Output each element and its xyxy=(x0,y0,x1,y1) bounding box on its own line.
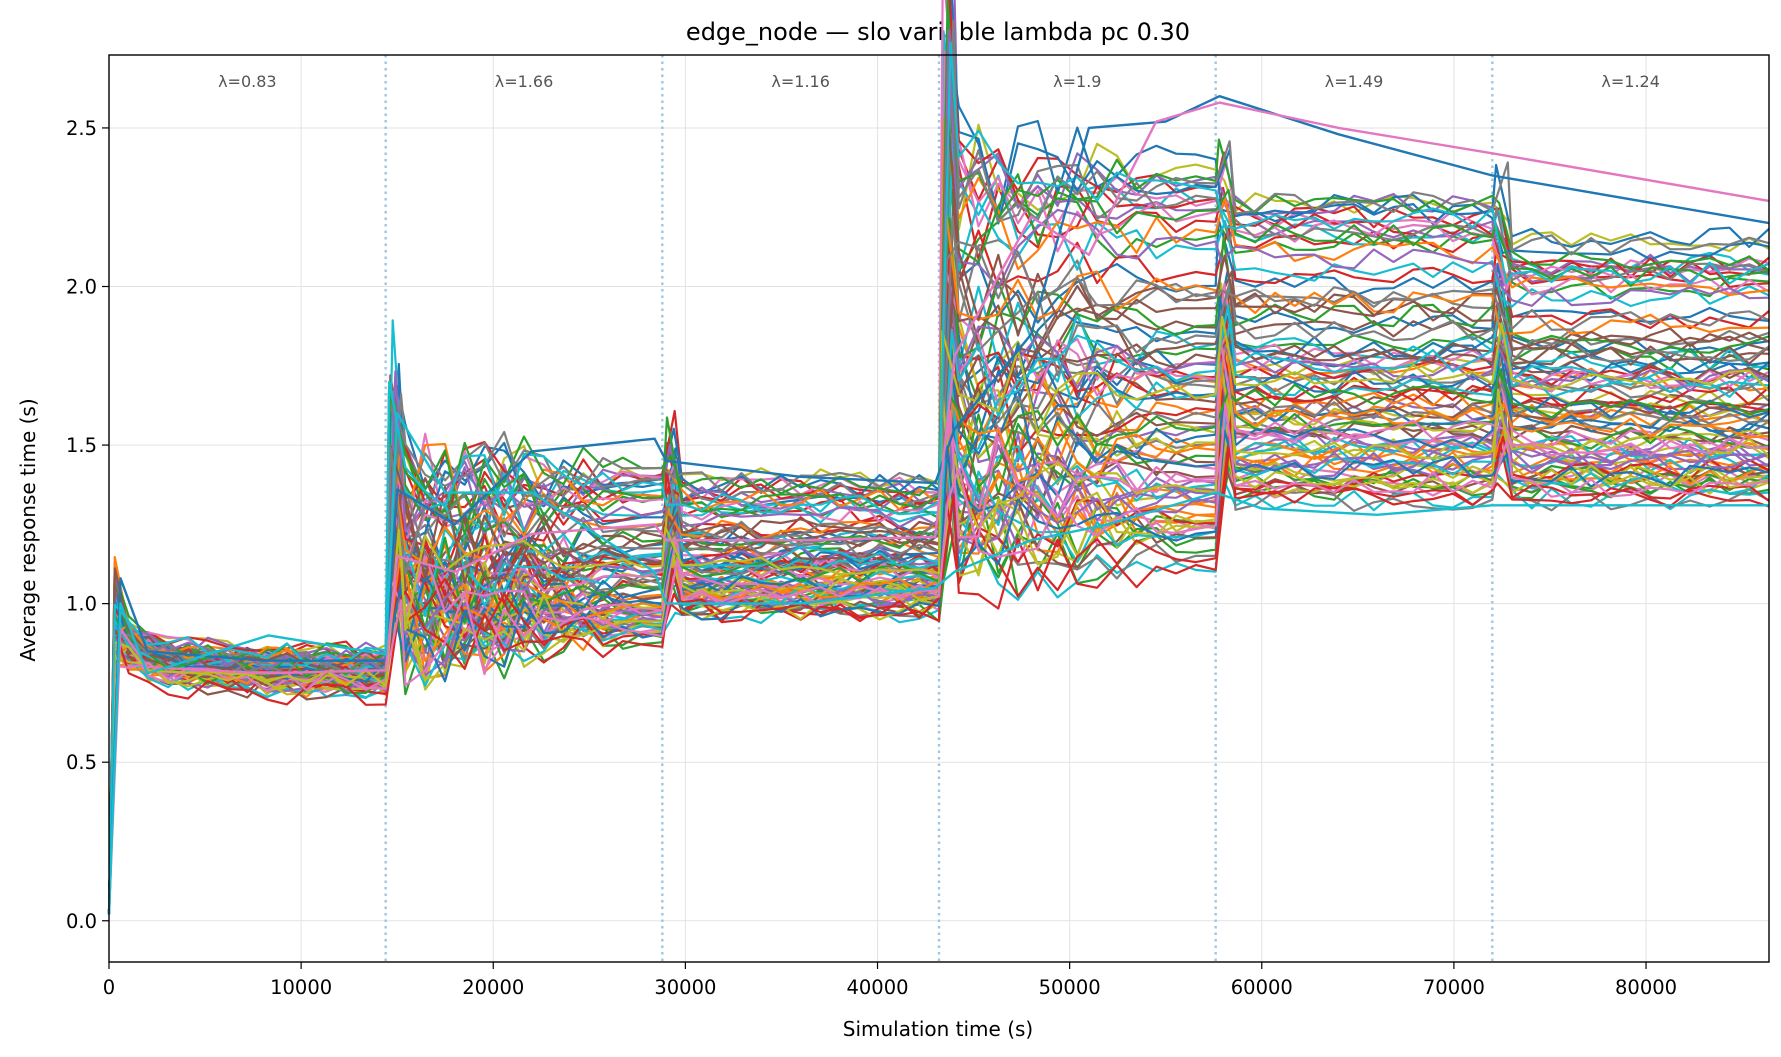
phase-lambda-label: λ=0.83 xyxy=(218,72,277,91)
y-tick-label: 0.0 xyxy=(66,910,97,933)
node-series-line xyxy=(107,412,1769,915)
y-tick-label: 1.5 xyxy=(66,434,97,457)
x-axis-label: Simulation time (s) xyxy=(843,1017,1033,1041)
x-tick-label: 60000 xyxy=(1231,976,1293,999)
x-tick-label: 50000 xyxy=(1039,976,1101,999)
phase-lambda-label: λ=1.9 xyxy=(1053,72,1101,91)
x-tick-label: 70000 xyxy=(1423,976,1485,999)
node-series-line xyxy=(107,315,1770,915)
phase-lambda-label: λ=1.24 xyxy=(1601,72,1660,91)
y-tick-label: 2.0 xyxy=(66,276,97,299)
series-lines xyxy=(107,0,1770,915)
phase-labels: λ=0.83 λ=1.66 λ=1.16 λ=1.9 λ=1.49 λ=1.24 xyxy=(218,72,1660,91)
y-tick-label: 1.0 xyxy=(66,593,97,616)
x-tick-label: 20000 xyxy=(462,976,524,999)
phase-lambda-label: λ=1.49 xyxy=(1325,72,1384,91)
node-series-line xyxy=(107,446,1770,915)
y-axis-ticks: 0.0 0.5 1.0 1.5 2.0 2.5 xyxy=(66,117,109,933)
x-tick-label: 0 xyxy=(103,976,115,999)
y-tick-label: 0.5 xyxy=(66,751,97,774)
y-axis-label: Average response time (s) xyxy=(16,398,40,661)
node-series-line xyxy=(107,101,1770,915)
phase-lambda-label: λ=1.16 xyxy=(771,72,830,91)
x-tick-label: 40000 xyxy=(846,976,908,999)
plot-area-frame xyxy=(108,54,1770,963)
x-tick-label: 30000 xyxy=(654,976,716,999)
node-series-line xyxy=(107,95,1770,915)
x-tick-label: 10000 xyxy=(270,976,332,999)
x-tick-label: 80000 xyxy=(1615,976,1677,999)
chart-title: edge_node — slo variable lambda pc 0.30 xyxy=(686,18,1190,46)
y-tick-label: 2.5 xyxy=(66,117,97,140)
x-axis-ticks: 0 10000 20000 30000 40000 50000 60000 70000 8000… xyxy=(103,962,1677,999)
phase-lambda-label: λ=1.66 xyxy=(495,72,554,91)
